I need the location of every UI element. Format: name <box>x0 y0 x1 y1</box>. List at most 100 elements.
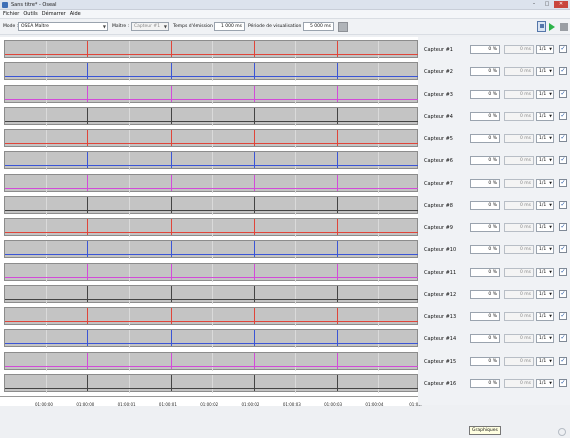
x-tick-label: 01:00:02 <box>241 402 260 407</box>
sensor-ratio-select[interactable]: 1/1 ▼ <box>536 45 554 54</box>
sensor-ratio-select[interactable]: 1/1 ▼ <box>536 111 554 121</box>
series-spike <box>337 174 338 191</box>
series-spike <box>87 152 88 169</box>
sensor-visible-checkbox[interactable]: ✓ <box>559 334 567 343</box>
sensor-percent-input[interactable]: 0 % <box>470 334 500 344</box>
sensor-visible-checkbox[interactable]: ✓ <box>559 356 567 365</box>
series-spike <box>337 263 338 280</box>
grid-line <box>129 285 130 304</box>
x-tick-label: 01:00:03 <box>324 402 343 407</box>
sensor-visible-checkbox[interactable]: ✓ <box>559 200 567 209</box>
play-icon[interactable] <box>549 23 555 31</box>
sensor-percent-input[interactable]: 0 % <box>470 378 500 388</box>
sensor-visible-checkbox[interactable]: ✓ <box>559 312 567 320</box>
sensor-ratio-select[interactable]: 1/1 ▼ <box>536 245 554 255</box>
sensor-percent-input[interactable]: 0 % <box>470 312 500 321</box>
chart-row <box>4 173 419 194</box>
resize-grip-icon[interactable] <box>558 428 566 436</box>
chevron-down-icon: ▼ <box>549 291 552 296</box>
sensor-percent-input[interactable]: 0 % <box>470 178 500 188</box>
save-icon[interactable] <box>537 21 546 32</box>
sensor-ratio-select[interactable]: 1/1 ▼ <box>536 67 554 77</box>
sensor-ratio-select[interactable]: 1/1 ▼ <box>536 89 554 99</box>
sensor-ratio-select[interactable]: 1/1 ▼ <box>536 267 554 277</box>
series-spike <box>254 263 255 280</box>
sensor-ratio-select[interactable]: 1/1 ▼ <box>536 156 554 166</box>
chart-plot <box>4 195 419 215</box>
emission-input[interactable]: 1 000 ms <box>214 22 245 31</box>
x-tick-label: 01:00:00 <box>35 402 53 407</box>
sensor-ratio-value: 1/1 <box>539 291 547 297</box>
sensor-ratio-select[interactable]: 1/1 ▼ <box>536 223 554 232</box>
sensor-visible-checkbox[interactable]: ✓ <box>559 89 567 98</box>
master-select[interactable]: Capteur #1 ▼ <box>131 22 169 31</box>
sensor-visible-checkbox[interactable]: ✓ <box>559 289 567 298</box>
menu-demarrer[interactable]: Démarrer <box>41 11 66 17</box>
grid-line <box>46 308 47 326</box>
sensor-visible-checkbox[interactable]: ✓ <box>559 378 567 387</box>
sensor-delay-field: 0 ms <box>504 156 534 166</box>
sensor-delay-field: 0 ms <box>504 111 534 121</box>
sensor-percent-input[interactable]: 0 % <box>470 267 500 277</box>
minimize-icon[interactable]: – <box>532 1 536 7</box>
sensor-percent-input[interactable]: 0 % <box>470 111 500 121</box>
grid-line <box>295 152 296 171</box>
series-spike <box>254 107 255 124</box>
period-input[interactable]: 5 000 ms <box>303 22 334 31</box>
sensor-percent-input[interactable]: 0 % <box>470 200 500 210</box>
close-icon[interactable]: ✕ <box>554 1 568 8</box>
grid-line <box>378 152 379 171</box>
sensor-percent-input[interactable]: 0 % <box>470 156 500 166</box>
sensor-percent-input[interactable]: 0 % <box>470 289 500 299</box>
series-line <box>5 343 419 345</box>
apply-button[interactable] <box>338 22 348 32</box>
sensor-visible-checkbox[interactable]: ✓ <box>559 45 567 53</box>
sensor-visible-checkbox[interactable]: ✓ <box>559 111 567 120</box>
sensor-delay-field: 0 ms <box>504 223 534 232</box>
sensor-ratio-select[interactable]: 1/1 ▼ <box>536 178 554 188</box>
sensor-ratio-select[interactable]: 1/1 ▼ <box>536 200 554 210</box>
sensor-visible-checkbox[interactable]: ✓ <box>559 134 567 142</box>
sensor-percent-input[interactable]: 0 % <box>470 356 500 366</box>
sensor-visible-checkbox[interactable]: ✓ <box>559 67 567 76</box>
sensor-percent-input[interactable]: 0 % <box>470 89 500 99</box>
maximize-icon[interactable]: □ <box>544 1 550 7</box>
grid-line <box>378 63 379 82</box>
series-spike <box>254 63 255 80</box>
series-spike <box>171 196 172 213</box>
sensor-ratio-value: 1/1 <box>539 336 547 342</box>
series-spike <box>171 263 172 280</box>
sensor-ratio-select[interactable]: 1/1 ▼ <box>536 312 554 321</box>
series-spike <box>254 174 255 191</box>
sensor-ratio-select[interactable]: 1/1 ▼ <box>536 334 554 344</box>
menu-aide[interactable]: Aide <box>69 11 81 17</box>
sensor-ratio-select[interactable]: 1/1 ▼ <box>536 134 554 143</box>
grid-line <box>212 107 213 126</box>
menu-outils[interactable]: Outils <box>23 11 38 17</box>
grid-line <box>212 85 213 104</box>
sensor-percent-input[interactable]: 0 % <box>470 223 500 232</box>
sensor-label: Capteur #3 <box>424 91 453 98</box>
sensor-visible-checkbox[interactable]: ✓ <box>559 245 567 254</box>
sensor-percent-input[interactable]: 0 % <box>470 67 500 77</box>
sensor-percent-input[interactable]: 0 % <box>470 245 500 255</box>
sensor-ratio-select[interactable]: 1/1 ▼ <box>536 378 554 388</box>
sensor-visible-checkbox[interactable]: ✓ <box>559 267 567 276</box>
sensor-ratio-value: 1/1 <box>539 380 547 386</box>
sensor-visible-checkbox[interactable]: ✓ <box>559 156 567 165</box>
sensor-percent-input[interactable]: 0 % <box>470 134 500 143</box>
sensor-visible-checkbox[interactable]: ✓ <box>559 178 567 187</box>
sensor-ratio-select[interactable]: 1/1 ▼ <box>536 356 554 366</box>
series-line <box>5 143 419 144</box>
mode-select[interactable]: OSEA Maître ▼ <box>18 22 108 31</box>
sensor-ratio-select[interactable]: 1/1 ▼ <box>536 289 554 299</box>
stop-icon[interactable] <box>560 23 568 31</box>
menu-fichier[interactable]: Fichier <box>3 11 20 17</box>
grid-line <box>212 263 213 282</box>
grid-line <box>295 85 296 104</box>
sensor-percent-input[interactable]: 0 % <box>470 45 500 54</box>
series-line <box>5 120 419 122</box>
sensor-ratio-value: 1/1 <box>539 225 547 230</box>
sensor-visible-checkbox[interactable]: ✓ <box>559 223 567 231</box>
grid-line <box>46 174 47 193</box>
